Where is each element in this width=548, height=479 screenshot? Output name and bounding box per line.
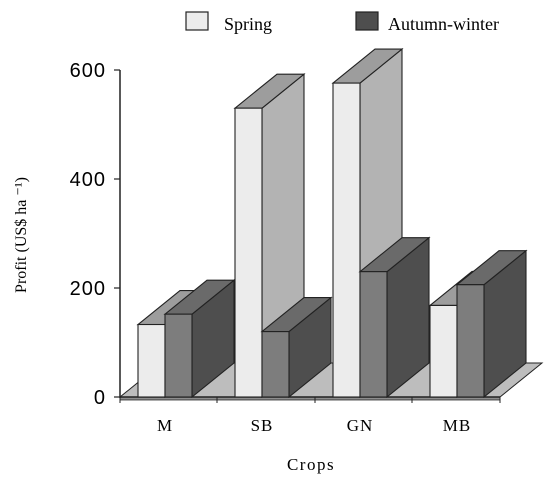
bar-gn-autumn-winter	[358, 236, 431, 399]
x-tick-label: M	[157, 416, 173, 435]
legend: Spring Autumn-winter	[185, 11, 499, 34]
y-tick-label: 200	[70, 278, 106, 300]
x-tick-label: GN	[347, 416, 374, 435]
legend-label-spring: Spring	[224, 14, 272, 34]
y-tick-label: 600	[70, 60, 106, 82]
y-axis-label: Profit (US$ ha ⁻¹)	[13, 177, 30, 293]
legend-swatch-autumn-winter	[355, 11, 379, 31]
x-tick-label: SB	[251, 416, 274, 435]
y-tick-label: 400	[70, 169, 106, 191]
legend-swatch-spring	[185, 11, 209, 31]
bars-group	[136, 47, 528, 399]
legend-label-autumn-winter: Autumn-winter	[388, 14, 499, 34]
y-tick-label: 0	[94, 387, 106, 409]
bar-m-autumn-winter	[163, 279, 236, 399]
x-tick-labels: M SB GN MB	[157, 416, 471, 435]
x-axis-label: Crops	[287, 455, 335, 474]
x-tick-label: MB	[443, 416, 471, 435]
y-tick-labels: 0 200 400 600	[70, 60, 120, 409]
bar-mb-autumn-winter	[455, 249, 528, 399]
bar-sb-autumn-winter	[260, 296, 333, 399]
